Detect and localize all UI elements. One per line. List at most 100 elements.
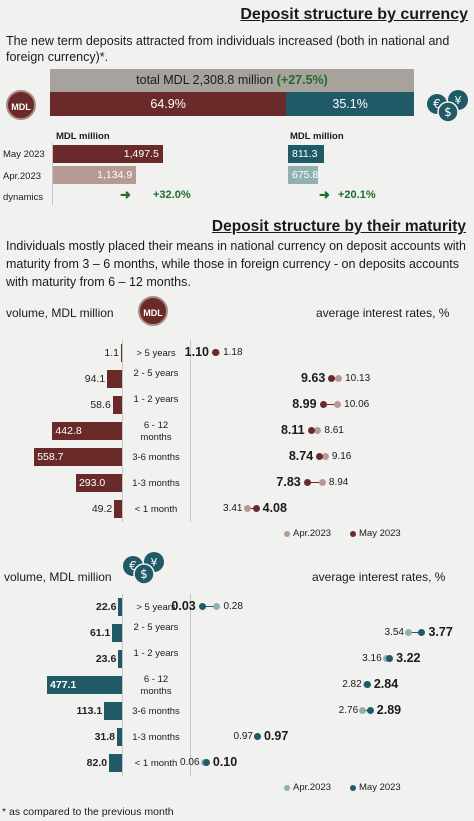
chart2-rate-label: average interest rates, %	[312, 570, 446, 584]
section-title-maturity: Deposit structure by their maturity	[211, 218, 466, 235]
bar-mdl-may: 1,497.5	[53, 145, 163, 163]
legend-dot-may	[350, 531, 356, 537]
rate-dot-may	[363, 681, 371, 688]
volume-bar	[34, 448, 122, 466]
svg-text:€: €	[129, 559, 137, 573]
rate-dot-apr	[213, 603, 221, 610]
maturity-label: 1-3 months	[132, 478, 180, 489]
rate-dot-apr	[318, 479, 326, 486]
maturity-label: 2 - 5 years	[133, 368, 179, 379]
rate-dot-may	[366, 707, 374, 714]
total-bar: total MDL 2,308.8 million (+27.5%)	[50, 69, 414, 92]
maturity-label: 3-6 months	[132, 706, 180, 717]
legend-dot-may	[350, 785, 356, 791]
rate-value-may: 8.99	[292, 397, 317, 411]
rate-value-apr: 3.41	[223, 503, 243, 514]
rate-value-may: 0.97	[263, 729, 289, 743]
rate-dot-may	[212, 349, 219, 356]
maturity-label: < 1 month	[134, 504, 178, 515]
arrow-icon: ➜	[319, 187, 330, 202]
rate-axis	[190, 340, 191, 522]
rate-value-may: 8.11	[280, 423, 305, 437]
rate-value-apr: 9.16	[331, 451, 352, 462]
maturity-label: 1 - 2 years	[133, 648, 179, 659]
maturity-label: > 5 years	[136, 348, 176, 359]
currency-fx-icon: € ¥ $	[123, 552, 164, 585]
volume-value: 31.8	[94, 731, 115, 743]
table-axis	[52, 143, 53, 205]
volume-bar	[118, 598, 122, 616]
maturity-label: 6 - 12 months	[140, 674, 172, 697]
currency-fx-icon: € ¥ $	[427, 90, 468, 123]
section-title-currency: Deposit structure by currency	[240, 6, 468, 23]
volume-bar	[75, 474, 122, 492]
rate-value-may: 3.22	[396, 651, 421, 665]
total-text: total MDL 2,308.8 million	[136, 73, 274, 87]
dynamics-mdl: +32.0%	[153, 189, 191, 201]
rate-dot-apr	[335, 375, 343, 382]
rate-value-may: 0.10	[212, 755, 238, 769]
rate-dot-may	[198, 603, 206, 610]
row-label-apr: Apr.2023	[3, 171, 42, 182]
row-label-dynamics: dynamics	[3, 192, 44, 203]
rate-dot-may	[418, 629, 426, 636]
chart2-volume-label: volume, MDL million	[4, 570, 112, 584]
footnote: * as compared to the previous month	[2, 806, 174, 818]
total-change: (+27.5%)	[276, 73, 328, 87]
volume-bar	[47, 676, 122, 694]
mdl-badge: MDL	[6, 90, 36, 120]
volume-value: 477.1	[50, 679, 77, 691]
intro-text: The new term deposits attracted from ind…	[6, 34, 450, 64]
rate-value-apr: 3.54	[384, 627, 404, 638]
rate-value-apr: 10.13	[345, 373, 371, 384]
rate-value-apr: 0.06	[180, 757, 200, 768]
rate-connector	[201, 606, 217, 607]
mdl-badge: MDL	[138, 296, 168, 326]
svg-text:¥: ¥	[455, 94, 462, 107]
volume-bar	[118, 650, 122, 668]
rate-dot-may	[319, 401, 327, 408]
bar-mdl-apr: 1,134.9	[53, 166, 137, 184]
rate-dot-may	[253, 733, 261, 740]
volume-value: 82.0	[86, 757, 108, 769]
rate-dot-may	[303, 479, 311, 486]
rate-dot-may	[316, 453, 324, 460]
maturity-label: 6 - 12 months	[140, 420, 172, 443]
rate-dot-apr	[334, 401, 342, 408]
volume-bar	[117, 728, 122, 746]
legend-dot-apr	[284, 531, 290, 537]
volume-bar	[104, 702, 122, 720]
split-fx-share: 35.1%	[286, 92, 414, 116]
split-bar: 64.9% 35.1%	[50, 92, 414, 116]
legend-may: May 2023	[359, 782, 401, 793]
rate-value-apr: 3.16	[362, 653, 382, 664]
volume-value: 94.1	[84, 373, 106, 385]
split-mdl-share: 64.9%	[50, 92, 287, 116]
maturity-label: > 5 years	[136, 602, 176, 613]
unit-fx: MDL million	[290, 131, 344, 142]
volume-bar	[112, 396, 122, 414]
rate-connector	[322, 404, 338, 405]
rate-connector	[407, 632, 422, 633]
volume-value: 61.1	[89, 627, 111, 639]
rate-value-may: 1.10	[184, 345, 209, 359]
rate-dot-apr	[314, 427, 322, 434]
chart-fx-maturity: 22.6 > 5 years 0.03 0.28 61.1 2 - 5 years 3.77…	[0, 594, 474, 794]
arrow-icon: ➜	[120, 187, 131, 202]
volume-value: 558.7	[37, 451, 64, 463]
legend-apr: Apr.2023	[293, 528, 332, 539]
rate-value-apr: 0.28	[223, 601, 243, 612]
row-label-may: May 2023	[3, 149, 45, 160]
volume-value: 22.6	[96, 601, 117, 613]
rate-value-may: 9.63	[300, 371, 326, 385]
rate-dot-apr	[404, 629, 412, 636]
rate-value-may: 8.74	[288, 449, 314, 463]
rate-dot-may	[307, 427, 315, 434]
maturity-label: 3-6 months	[132, 452, 180, 463]
volume-axis	[122, 594, 123, 776]
maturity-label: 1 - 2 years	[133, 394, 179, 405]
volume-bar	[114, 500, 122, 518]
volume-bar	[52, 422, 122, 440]
rate-dot-apr	[359, 707, 367, 714]
volume-bar	[112, 624, 122, 642]
